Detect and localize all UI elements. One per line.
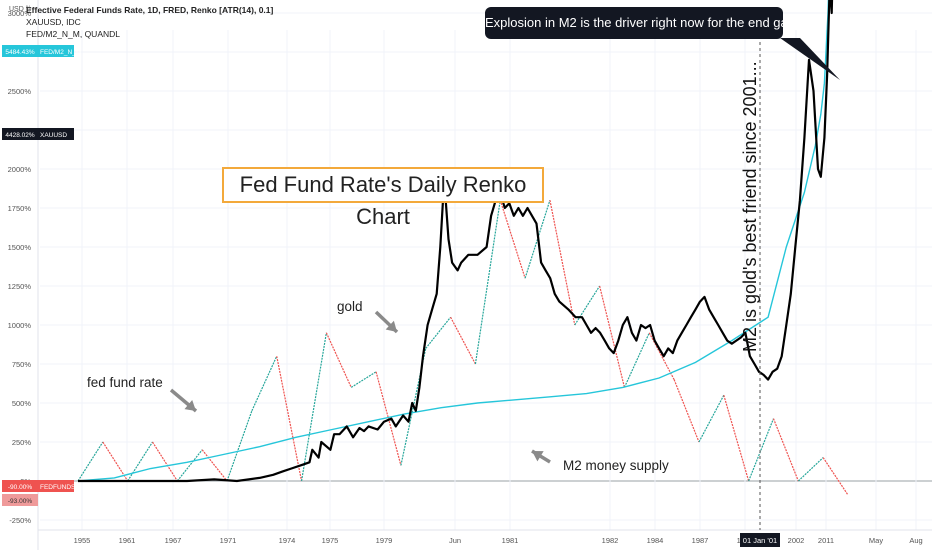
annotation-arrows xyxy=(169,38,840,464)
x-axis: 1955 1961 1967 1971 1974 1975 1979 Jun 1981 1982 1… xyxy=(74,536,923,545)
legend-line-gold: XAUUSD, IDC xyxy=(26,17,81,27)
grid-layer xyxy=(40,12,932,530)
renko-brick-down-run xyxy=(325,332,352,388)
x-tick-label: 1961 xyxy=(119,536,136,545)
x-tick-label: 1987 xyxy=(692,536,709,545)
renko-brick-down-run xyxy=(673,379,700,443)
renko-brick-down-run xyxy=(102,441,129,482)
renko-brick-up-run xyxy=(176,449,203,482)
renko-brick-up-run xyxy=(350,371,377,388)
axis-unit-label: USD % xyxy=(9,6,31,13)
x-tick-label: 1955 xyxy=(74,536,91,545)
renko-brick-down-run xyxy=(152,441,178,482)
renko-brick-down-run xyxy=(276,356,303,482)
gold-arrow xyxy=(374,310,399,334)
x-tick-label: 1967 xyxy=(165,536,182,545)
y-tick-label: 1250% xyxy=(8,282,32,291)
renko-brick-up-run xyxy=(574,285,601,326)
price-tag-name: FEDFUNDS xyxy=(40,484,76,491)
x-tick-label: 1971 xyxy=(220,536,237,545)
renko-brick-up-run xyxy=(698,394,725,443)
crosshair-date-tag xyxy=(740,533,780,547)
price-tag-name: XAUUSD xyxy=(40,132,67,139)
price-tag-value: -90.00% xyxy=(8,484,32,491)
x-tick-label: 1974 xyxy=(279,536,296,545)
chart-title-box: Fed Fund Rate's Daily Renko Chart xyxy=(222,167,544,229)
renko-brick-up-run xyxy=(797,457,824,482)
renko-brick-down-run xyxy=(201,449,228,482)
x-tick-label: 1979 xyxy=(376,536,393,545)
renko-brick-down-run xyxy=(499,200,526,279)
y-tick-label: -250% xyxy=(9,516,31,525)
price-tag-bg xyxy=(2,45,38,57)
vertical-note-text: M2 is gold's best friend since 2001... xyxy=(740,61,760,352)
y-tick-label: 1750% xyxy=(8,204,32,213)
price-tag-value: 5484.43% xyxy=(5,49,34,56)
renko-brick-up-run xyxy=(251,355,278,412)
x-tick-label: 2002 xyxy=(788,536,805,545)
price-tag-bg xyxy=(2,494,38,506)
price-tags: 5484.43% FED/M2_N_M 4428.02% XAUUSD -90.00% F… xyxy=(2,45,81,506)
price-tag-name: FED/M2_N_M xyxy=(40,49,81,56)
renko-brick-up-run xyxy=(77,441,104,482)
y-tick-label: 750% xyxy=(12,360,32,369)
y-tick-label: 2500% xyxy=(8,87,32,96)
m2-annotation: M2 money supply xyxy=(563,458,669,473)
price-tag-value: 4428.02% xyxy=(5,132,34,139)
renko-brick-down-run xyxy=(599,285,626,388)
callout-pointer xyxy=(780,38,840,80)
crosshair: 01 Jan '01 xyxy=(740,30,780,547)
crosshair-date-label: 01 Jan '01 xyxy=(743,536,777,545)
renko-brick-down-run xyxy=(450,316,476,365)
price-tag-bg xyxy=(2,128,38,140)
price-tag-name-bg xyxy=(38,128,74,140)
renko-brick-up-run xyxy=(425,316,452,349)
renko-brick-up-run xyxy=(623,332,650,388)
y-tick-label: 1000% xyxy=(8,321,32,330)
renko-brick-up-run xyxy=(226,410,253,482)
x-tick-label: 1975 xyxy=(322,536,339,545)
renko-brick-down-run xyxy=(375,371,402,466)
callout-box: Explosion in M2 is the driver right now … xyxy=(485,7,806,39)
x-tick-label: 1984 xyxy=(647,536,664,545)
y-tick-label: 500% xyxy=(12,399,32,408)
legend-line-m2: FED/M2_N_M, QUANDL xyxy=(26,29,120,39)
x-tick-label: Jun xyxy=(449,536,461,545)
y-tick-label: 1500% xyxy=(8,243,32,252)
y-tick-label: 2000% xyxy=(8,165,32,174)
fed-fund-rate-annotation: fed fund rate xyxy=(87,375,163,390)
renko-brick-up-run xyxy=(748,418,775,482)
price-tag-bg xyxy=(2,480,38,492)
renko-brick-down-run xyxy=(549,200,576,326)
x-tick-label: 1981 xyxy=(502,536,519,545)
y-tick-label: 250% xyxy=(12,438,32,447)
price-tag-value: -93.00% xyxy=(8,498,32,505)
renko-brick-up-run xyxy=(474,200,501,365)
renko-brick-down-run xyxy=(822,457,849,496)
x-tick-label: Aug xyxy=(909,536,922,545)
x-tick-label: May xyxy=(869,536,883,545)
axis-unit-currency: USD xyxy=(9,6,24,13)
y-tick-label: 3000% xyxy=(8,9,32,18)
gold-annotation: gold xyxy=(337,299,363,314)
x-tick-label: 1982 xyxy=(602,536,619,545)
price-tag-name-bg xyxy=(38,480,74,492)
price-tag-name-bg xyxy=(38,45,74,57)
m2-arrow xyxy=(531,449,551,464)
legend-title: Effective Federal Funds Rate, 1D, FRED, … xyxy=(26,5,274,15)
fed-funds-renko-series xyxy=(77,200,849,496)
chart-legend: Effective Federal Funds Rate, 1D, FRED, … xyxy=(26,4,273,40)
gold-series-line xyxy=(78,0,834,483)
fed-fund-rate-arrow xyxy=(169,388,198,413)
renko-brick-down-run xyxy=(772,418,799,482)
x-tick-label: 2011 xyxy=(818,536,834,545)
axis-unit-percent: % xyxy=(25,6,32,12)
m2-series-line xyxy=(77,0,830,482)
renko-brick-up-run xyxy=(300,332,327,482)
renko-brick-up-run xyxy=(127,441,154,482)
